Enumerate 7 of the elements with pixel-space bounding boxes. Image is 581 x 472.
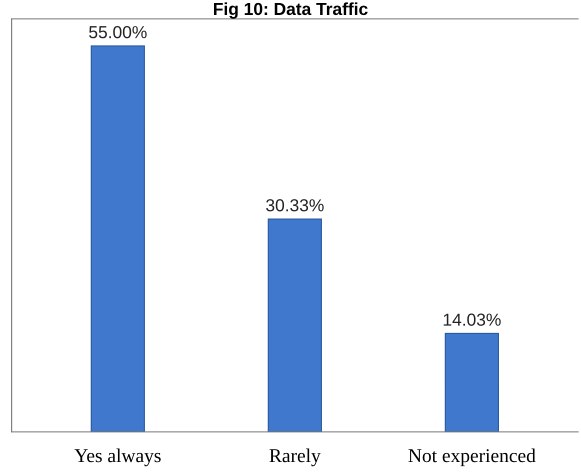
x-tick-label: Yes always [74,448,161,466]
x-tick-label: Not experienced [408,448,536,466]
x-tick-label: Rarely [270,448,321,466]
data-label: 14.03% [444,314,501,326]
chart-title: Fig 10: Data Traffic [214,2,368,19]
data-label: 55.00% [89,26,147,38]
data-label: 30.33% [266,199,324,212]
